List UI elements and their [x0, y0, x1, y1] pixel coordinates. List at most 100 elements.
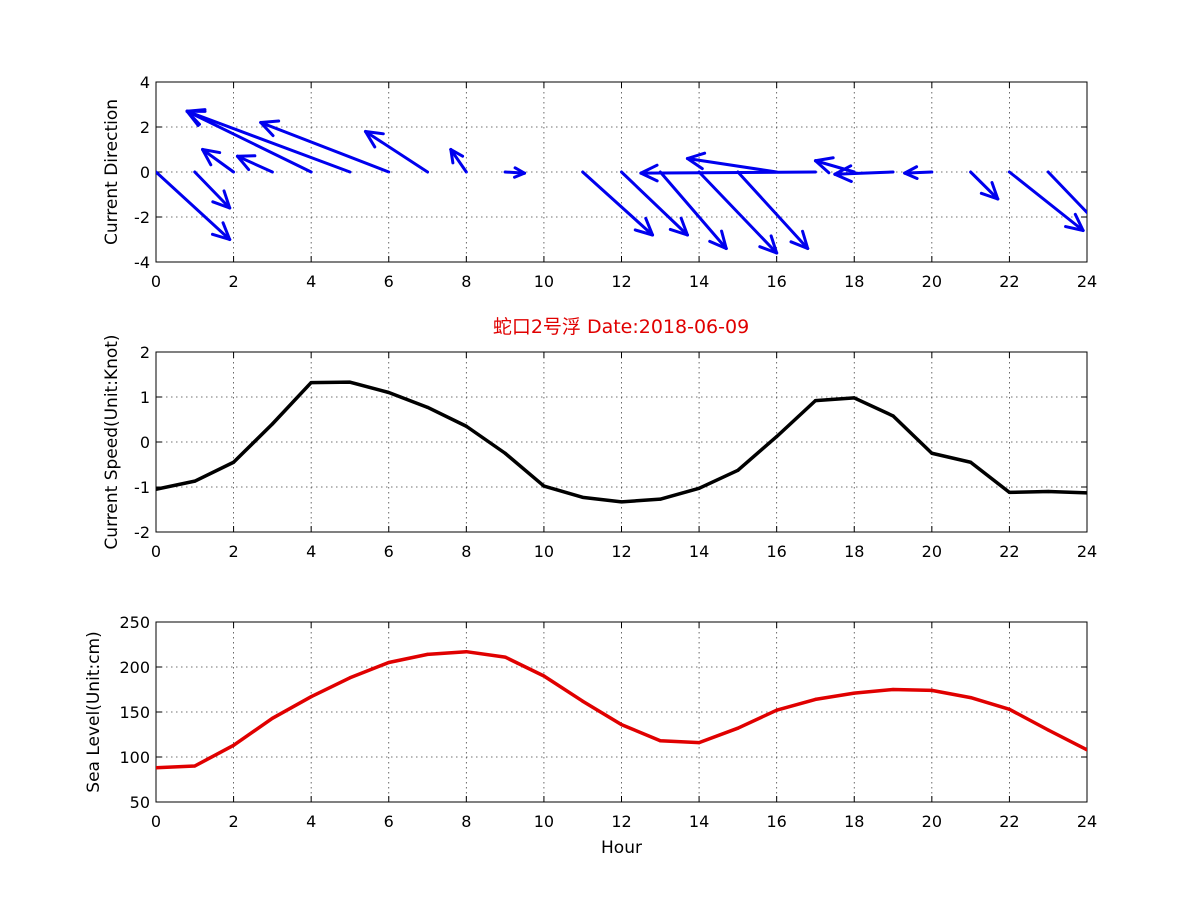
speed-data-point [542, 484, 546, 488]
sealevel-data-point [231, 743, 236, 747]
figure-title: 蛇口2号浮 Date:2018-06-09 [493, 316, 749, 338]
speed-data-point [1007, 490, 1012, 494]
sealevel-data-point [969, 696, 973, 700]
speed-data-point [348, 380, 352, 384]
speed-xtick-label: 2 [228, 542, 238, 561]
speed-xtick-label: 0 [151, 542, 161, 561]
direction-ytick-label: 4 [140, 73, 150, 92]
arrow-shaft [833, 170, 895, 176]
sealevel-xtick-label: 6 [384, 812, 394, 831]
speed-xtick-label: 20 [922, 542, 942, 561]
arrow-head [449, 148, 455, 165]
current-arrow [639, 163, 817, 183]
arrow-head [758, 245, 779, 255]
direction-xtick-label: 10 [534, 272, 554, 291]
arrow-head [668, 227, 689, 237]
arrow-head [210, 232, 232, 241]
arrow-head [789, 240, 810, 250]
speed-data-point [309, 381, 313, 385]
arrow-head [679, 216, 689, 237]
arrow-shaft [363, 130, 430, 174]
arrow-head [201, 148, 213, 167]
sealevel-xtick-label: 4 [306, 812, 316, 831]
direction-xtick-label: 12 [611, 272, 631, 291]
current-arrow [969, 170, 1000, 201]
speed-data-point [231, 460, 236, 464]
speed-data-point [1085, 491, 1087, 495]
speed-xtick-label: 10 [534, 542, 554, 561]
speed-data-point [581, 495, 585, 499]
current-arrow [620, 170, 689, 237]
direction-xtick-label: 16 [766, 272, 786, 291]
sealevel-data-point [193, 764, 197, 768]
arrow-shaft [185, 109, 313, 174]
arrow-head [979, 191, 1000, 201]
direction-xtick-label: 6 [384, 272, 394, 291]
sealevel-data-point [542, 674, 546, 678]
sealevel-data-point [736, 726, 740, 730]
arrow-head [185, 109, 201, 126]
direction-xtick-label: 22 [999, 272, 1019, 291]
arrow-head [363, 130, 385, 136]
direction-xtick-label: 24 [1077, 272, 1097, 291]
sealevel-data-point [387, 660, 391, 665]
direction-xtick-label: 14 [689, 272, 709, 291]
sealevel-ylabel: Sea Level(Unit:cm) [84, 631, 104, 792]
sealevel-data-point [852, 691, 856, 695]
direction-xtick-label: 20 [922, 272, 942, 291]
arrow-shaft [1046, 170, 1087, 215]
speed-ytick-label: -2 [134, 523, 150, 542]
speed-data-point [736, 468, 740, 472]
arrow-head [903, 171, 919, 180]
arrow-shaft [685, 157, 779, 174]
direction-data [156, 108, 1087, 255]
sealevel-data-point [464, 650, 468, 654]
sealevel-xlabel: Hour [601, 838, 642, 858]
speed-xtick-label: 6 [384, 542, 394, 561]
arrow-shaft [736, 170, 810, 250]
arrow-head [903, 165, 919, 175]
arrow-head [201, 148, 222, 155]
speed-ytick-label: 1 [140, 388, 150, 407]
speed-data-point [464, 424, 468, 428]
speed-data-point [156, 487, 158, 491]
sealevel-data-point [930, 688, 934, 693]
sealevel-data-point [619, 723, 624, 727]
arrow-shaft [185, 109, 352, 174]
speed-ytick-label: 2 [140, 343, 150, 362]
sealevel-data-point [348, 676, 352, 680]
speed-xtick-label: 4 [306, 542, 316, 561]
speed-xtick-label: 8 [461, 542, 471, 561]
direction-xtick-label: 2 [228, 272, 238, 291]
direction-ytick-label: -4 [134, 253, 150, 272]
sealevel-data-point [775, 708, 779, 712]
arrow-shaft [259, 121, 391, 174]
sealevel-xtick-label: 10 [534, 812, 554, 831]
speed-data-point [658, 497, 662, 501]
speed-data-point [852, 396, 856, 400]
arrow-head [990, 181, 1000, 201]
arrow-head [644, 216, 655, 237]
arrow-head [449, 148, 465, 158]
current-arrow [235, 154, 274, 174]
speed-data-point [270, 422, 274, 426]
arrow-head [221, 221, 232, 241]
speed-xtick-label: 14 [689, 542, 709, 561]
speed-ytick-label: -1 [134, 478, 150, 497]
current-arrow [697, 170, 779, 255]
sealevel-data-point [658, 739, 662, 743]
direction-xtick-label: 4 [306, 272, 316, 291]
direction-ytick-label: 0 [140, 163, 150, 182]
speed-ytick-label: 0 [140, 433, 150, 452]
direction-ylabel: Current Direction [102, 99, 122, 245]
arrow-head [813, 156, 835, 163]
arrow-head [801, 229, 810, 250]
current-arrow [201, 148, 236, 174]
sealevel-ytick-label: 50 [130, 793, 150, 812]
arrow-shaft [620, 170, 689, 237]
sealevel-xtick-label: 22 [999, 812, 1019, 831]
